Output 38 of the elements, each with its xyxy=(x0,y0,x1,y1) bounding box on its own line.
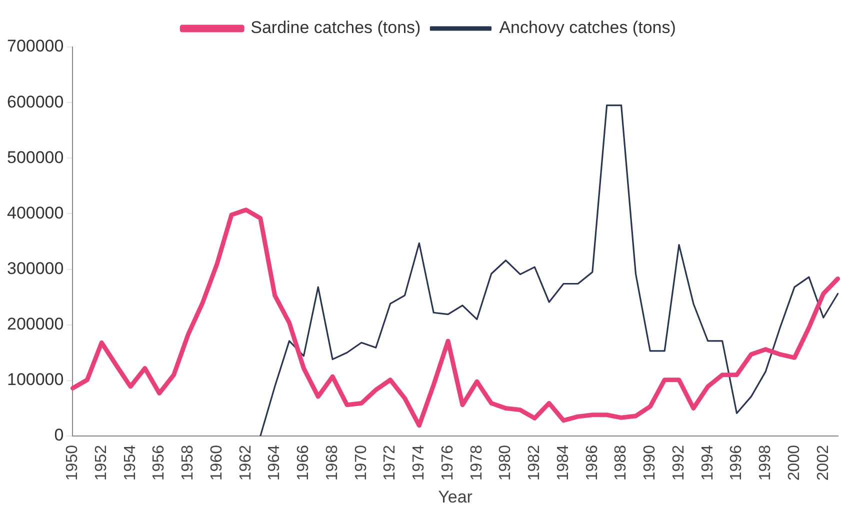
x-tick-label: 1998 xyxy=(757,444,774,481)
x-tick-label: 1976 xyxy=(439,444,456,481)
x-tick-label: 1982 xyxy=(526,444,544,481)
x-tick-label: 1974 xyxy=(410,444,428,481)
y-tick-label: 300000 xyxy=(6,258,64,278)
x-tick-label: 2002 xyxy=(814,444,832,481)
x-tick-label: 1994 xyxy=(699,444,716,481)
x-tick-label: 1970 xyxy=(352,444,370,481)
x-tick-label: 1950 xyxy=(64,444,82,481)
x-tick-label: 2000 xyxy=(786,444,803,481)
y-tick-label: 600000 xyxy=(6,92,64,112)
x-tick-label: 1954 xyxy=(122,444,139,481)
y-tick-label: 0 xyxy=(54,426,64,445)
x-tick-label: 1978 xyxy=(468,444,486,481)
x-tick-label: 1996 xyxy=(728,444,746,481)
x-tick-label: 1968 xyxy=(324,444,341,481)
x-tick-label: 1952 xyxy=(93,444,110,481)
y-tick-label: 500000 xyxy=(6,148,64,167)
x-tick-label: 1966 xyxy=(295,444,312,481)
x-tick-label: 1980 xyxy=(497,444,514,481)
legend-label: Sardine catches (tons) xyxy=(250,18,421,38)
x-tick-label: 1986 xyxy=(584,444,601,481)
x-tick-label: 1984 xyxy=(554,444,572,481)
x-tick-label: 1988 xyxy=(612,444,630,481)
y-tick-label: 200000 xyxy=(6,314,64,334)
x-tick-label: 1972 xyxy=(382,444,399,481)
y-tick-label: 400000 xyxy=(6,203,64,222)
x-tick-label: 1958 xyxy=(180,444,197,481)
legend-label: Anchovy catches (tons) xyxy=(499,18,676,38)
x-tick-label: 1956 xyxy=(150,444,168,481)
y-tick-label: 100000 xyxy=(6,370,64,390)
x-tick-label: 1964 xyxy=(266,444,284,481)
x-tick-label: 1992 xyxy=(670,444,688,481)
x-axis-title: Year xyxy=(438,487,473,506)
x-tick-label: 1962 xyxy=(237,444,254,481)
x-tick-label: 1990 xyxy=(642,444,659,481)
x-tick-label: 1960 xyxy=(208,444,226,481)
y-tick-label: 700000 xyxy=(6,36,64,56)
